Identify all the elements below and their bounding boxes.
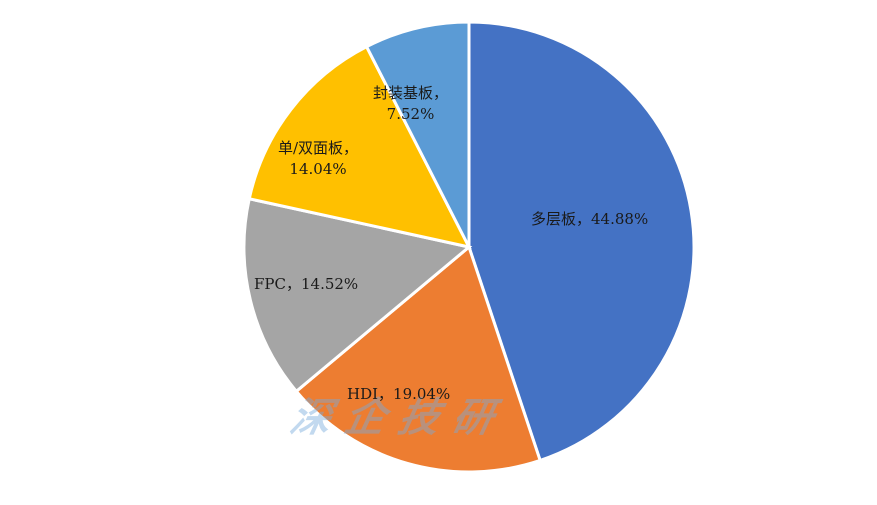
label-multilayer-text: 多层板，44.88% — [531, 210, 649, 228]
label-single-double-line2: 14.04% — [289, 160, 347, 178]
label-multilayer: 多层板，44.88% — [531, 209, 648, 230]
pie-slice-0 — [467, 20, 696, 463]
label-hdi-text: HDI，19.04% — [347, 385, 451, 403]
pie-slice-2 — [242, 196, 473, 394]
label-fpc: FPC，14.52% — [254, 274, 358, 295]
pie-slice-3 — [247, 44, 472, 250]
pie-slice-1 — [294, 244, 543, 474]
label-substrate-line1: 封装基板， — [373, 84, 449, 102]
label-single-double-line1: 单/双面板， — [278, 139, 359, 157]
label-substrate-line2: 7.52% — [386, 105, 435, 123]
label-fpc-text: FPC，14.52% — [254, 275, 359, 293]
pie-slice-4 — [364, 20, 471, 248]
label-single-double: 单/双面板， 14.04% — [278, 138, 358, 180]
label-hdi: HDI，19.04% — [347, 384, 450, 405]
label-substrate: 封装基板， 7.52% — [373, 83, 448, 125]
